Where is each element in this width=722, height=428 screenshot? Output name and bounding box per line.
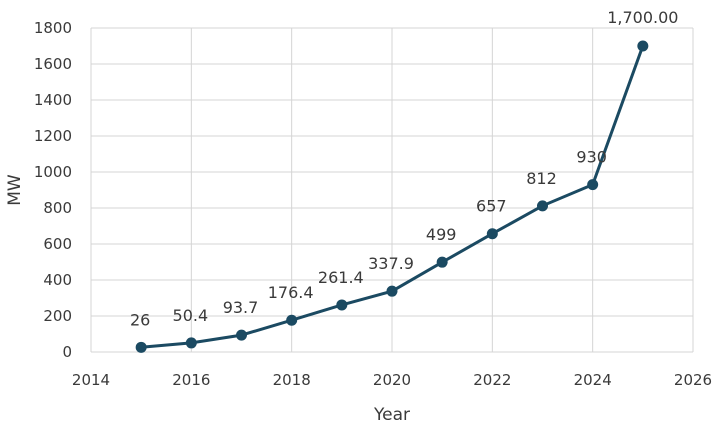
data-point <box>185 337 197 349</box>
data-label: 337.9 <box>368 254 414 273</box>
data-point <box>537 200 548 212</box>
y-tick-label: 0 <box>62 343 72 361</box>
data-point <box>236 329 247 341</box>
gridlines <box>90 27 694 353</box>
data-label: 812 <box>526 169 557 188</box>
x-tick-label: 2022 <box>473 371 511 389</box>
y-tick-label: 1800 <box>34 19 72 37</box>
data-point <box>436 256 448 268</box>
data-point <box>135 341 147 353</box>
data-point <box>587 179 599 191</box>
data-point <box>386 285 398 297</box>
x-tick-label: 2026 <box>674 371 712 389</box>
x-axis-ticks: 2014 2016 2018 2020 2022 2024 2026 <box>72 371 712 389</box>
y-tick-label: 1400 <box>34 91 72 109</box>
x-tick-label: 2014 <box>72 371 110 389</box>
y-tick-label: 600 <box>43 235 72 253</box>
y-axis-title: MW <box>5 174 25 206</box>
x-tick-label: 2018 <box>273 371 311 389</box>
data-points <box>135 40 649 353</box>
data-label: 499 <box>426 225 457 244</box>
x-tick-label: 2020 <box>373 371 411 389</box>
x-tick-label: 2024 <box>574 371 612 389</box>
data-label: 930 <box>576 148 607 167</box>
y-tick-label: 400 <box>43 271 72 289</box>
y-tick-label: 1600 <box>34 55 72 73</box>
data-label: 93.7 <box>223 298 259 317</box>
data-label: 261.4 <box>318 268 364 287</box>
y-tick-label: 1000 <box>34 163 72 181</box>
data-point <box>286 314 298 326</box>
data-point <box>486 228 498 240</box>
y-tick-label: 200 <box>43 307 72 325</box>
x-axis-title: Year <box>373 405 410 425</box>
y-axis-ticks: 0 200 400 600 800 1000 1200 1400 1600 1800 <box>34 19 72 361</box>
y-tick-label: 1200 <box>34 127 72 145</box>
y-tick-label: 800 <box>43 199 72 217</box>
data-label: 1,700.00 <box>607 8 678 27</box>
data-label: 176.4 <box>268 283 314 302</box>
data-label: 657 <box>476 197 507 216</box>
data-label: 26 <box>130 310 150 329</box>
data-point <box>637 40 649 52</box>
data-label: 50.4 <box>173 306 209 325</box>
x-tick-label: 2016 <box>172 371 210 389</box>
data-point <box>336 299 348 311</box>
